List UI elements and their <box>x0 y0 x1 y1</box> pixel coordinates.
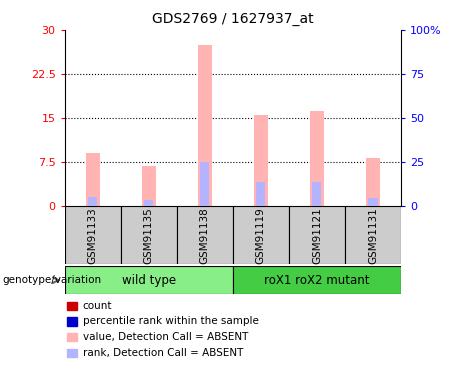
Text: count: count <box>83 301 112 310</box>
Text: GSM91133: GSM91133 <box>88 207 98 264</box>
Text: roX1 roX2 mutant: roX1 roX2 mutant <box>264 274 370 287</box>
Bar <box>200 162 209 206</box>
Bar <box>254 115 268 206</box>
Bar <box>177 206 233 264</box>
Bar <box>310 111 324 206</box>
Bar <box>233 206 289 264</box>
Text: genotype/variation: genotype/variation <box>2 275 101 285</box>
Bar <box>256 183 266 206</box>
Bar <box>366 158 380 206</box>
Bar <box>202 200 207 206</box>
Bar <box>88 197 97 206</box>
Bar <box>233 266 401 294</box>
Bar <box>90 200 95 206</box>
Text: rank, Detection Call = ABSENT: rank, Detection Call = ABSENT <box>83 348 243 358</box>
Text: GSM91131: GSM91131 <box>368 207 378 264</box>
Bar <box>371 201 375 206</box>
Bar <box>345 206 401 264</box>
Bar <box>198 45 212 206</box>
Text: value, Detection Call = ABSENT: value, Detection Call = ABSENT <box>83 332 248 342</box>
Bar <box>146 201 151 206</box>
Text: GSM91119: GSM91119 <box>256 207 266 264</box>
Text: percentile rank within the sample: percentile rank within the sample <box>83 316 259 326</box>
Bar <box>144 200 153 206</box>
Text: GSM91121: GSM91121 <box>312 207 322 264</box>
Bar <box>313 182 321 206</box>
Text: wild type: wild type <box>122 274 176 287</box>
Bar <box>65 206 121 264</box>
Bar <box>289 206 345 264</box>
Title: GDS2769 / 1627937_at: GDS2769 / 1627937_at <box>152 12 313 26</box>
Bar <box>259 203 263 206</box>
Bar <box>65 266 233 294</box>
Bar <box>368 198 378 206</box>
Bar <box>314 203 319 206</box>
Text: GSM91135: GSM91135 <box>144 207 154 264</box>
Text: GSM91138: GSM91138 <box>200 207 210 264</box>
Bar <box>86 153 100 206</box>
Bar <box>142 166 156 206</box>
Bar <box>121 206 177 264</box>
